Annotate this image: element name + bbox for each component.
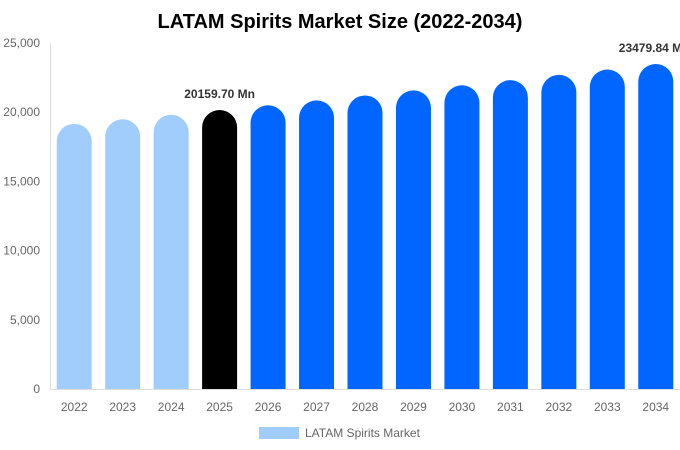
bar-2025[interactable] [202,109,238,390]
x-tick-label: 2027 [303,400,330,414]
legend[interactable]: LATAM Spirits Market [259,426,421,440]
legend-swatch [259,427,299,439]
bar-2028[interactable] [347,95,383,389]
data-label: 23479.84 Mn [619,41,680,55]
y-tick-label: 5,000 [10,313,40,327]
x-tick-label: 2023 [109,400,136,414]
x-tick-label: 2025 [206,400,233,414]
x-tick-label: 2028 [352,400,379,414]
x-tick-label: 2022 [61,400,88,414]
bar-2030[interactable] [444,85,480,389]
x-tick-label: 2034 [642,400,669,414]
bar-2032[interactable] [541,74,577,389]
x-tick-label: 2026 [255,400,282,414]
bar-2034[interactable] [638,64,674,390]
x-tick-label: 2031 [497,400,524,414]
x-tick-label: 2032 [545,400,572,414]
bar-2029[interactable] [395,90,431,390]
bar-2033[interactable] [589,69,625,389]
x-tick-label: 2024 [158,400,185,414]
bar-2023[interactable] [105,119,141,389]
bar-2026[interactable] [250,105,286,389]
y-tick-label: 10,000 [3,244,40,258]
bar-2027[interactable] [299,100,335,390]
bar-2022[interactable] [56,123,92,389]
x-tick-label: 2033 [594,400,621,414]
x-tick-label: 2029 [400,400,427,414]
bar-2024[interactable] [153,114,189,389]
y-tick-label: 0 [33,382,40,396]
x-tick-label: 2030 [449,400,476,414]
chart-title: LATAM Spirits Market Size (2022-2034) [158,11,523,33]
y-tick-label: 20,000 [3,105,40,119]
data-label: 20159.70 Mn [184,87,255,101]
bar-2031[interactable] [492,80,528,389]
y-tick-label: 25,000 [3,36,40,50]
legend-label: LATAM Spirits Market [305,426,421,440]
y-tick-label: 15,000 [3,174,40,188]
